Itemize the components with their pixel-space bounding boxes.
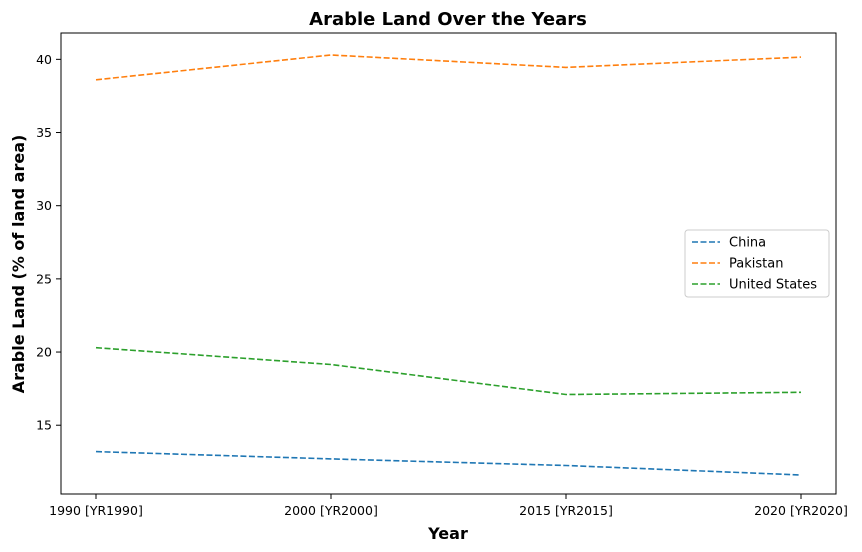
plot-frame (60, 32, 837, 495)
y-tick-label: 35 (36, 125, 52, 140)
y-tick-label: 20 (36, 345, 52, 360)
y-axis: 15 20 25 30 35 40 (36, 52, 61, 433)
legend: China Pakistan United States (684, 229, 830, 298)
x-axis-title: Year (427, 524, 468, 543)
legend-label-china: China (729, 236, 766, 251)
series-line-pakistan (95, 54, 802, 81)
legend-label-united-states: United States (729, 278, 817, 293)
x-axis: 1990 [YR1990] 2000 [YR2000] 2015 [YR2015] 2… (49, 494, 848, 518)
legend-label-pakistan: Pakistan (729, 257, 783, 272)
series-lines (95, 54, 802, 476)
chart-title: Arable Land Over the Years (309, 9, 587, 30)
y-tick-label: 30 (36, 198, 52, 213)
series-line-china (95, 450, 802, 476)
series-line-united-states (95, 346, 802, 396)
x-tick-label: 1990 [YR1990] (49, 503, 143, 518)
y-tick-label: 40 (36, 52, 52, 67)
x-tick-label: 2015 [YR2015] (519, 503, 613, 518)
y-tick-label: 25 (36, 271, 52, 286)
y-tick-label: 15 (36, 418, 52, 433)
x-tick-label: 2000 [YR2000] (284, 503, 378, 518)
y-axis-title: Arable Land (% of land area) (9, 135, 28, 394)
x-tick-label: 2020 [YR2020] (754, 503, 848, 518)
legend-box (684, 229, 830, 298)
